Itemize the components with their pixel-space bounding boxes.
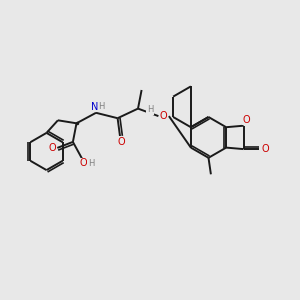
Text: O: O bbox=[80, 158, 87, 169]
Text: O: O bbox=[48, 143, 56, 153]
Text: O: O bbox=[261, 144, 269, 154]
Text: O: O bbox=[160, 111, 168, 121]
Text: H: H bbox=[98, 102, 105, 111]
Text: H: H bbox=[147, 105, 153, 114]
Text: H: H bbox=[88, 159, 94, 168]
Text: N: N bbox=[91, 102, 98, 112]
Text: O: O bbox=[243, 115, 250, 125]
Text: O: O bbox=[117, 137, 125, 147]
